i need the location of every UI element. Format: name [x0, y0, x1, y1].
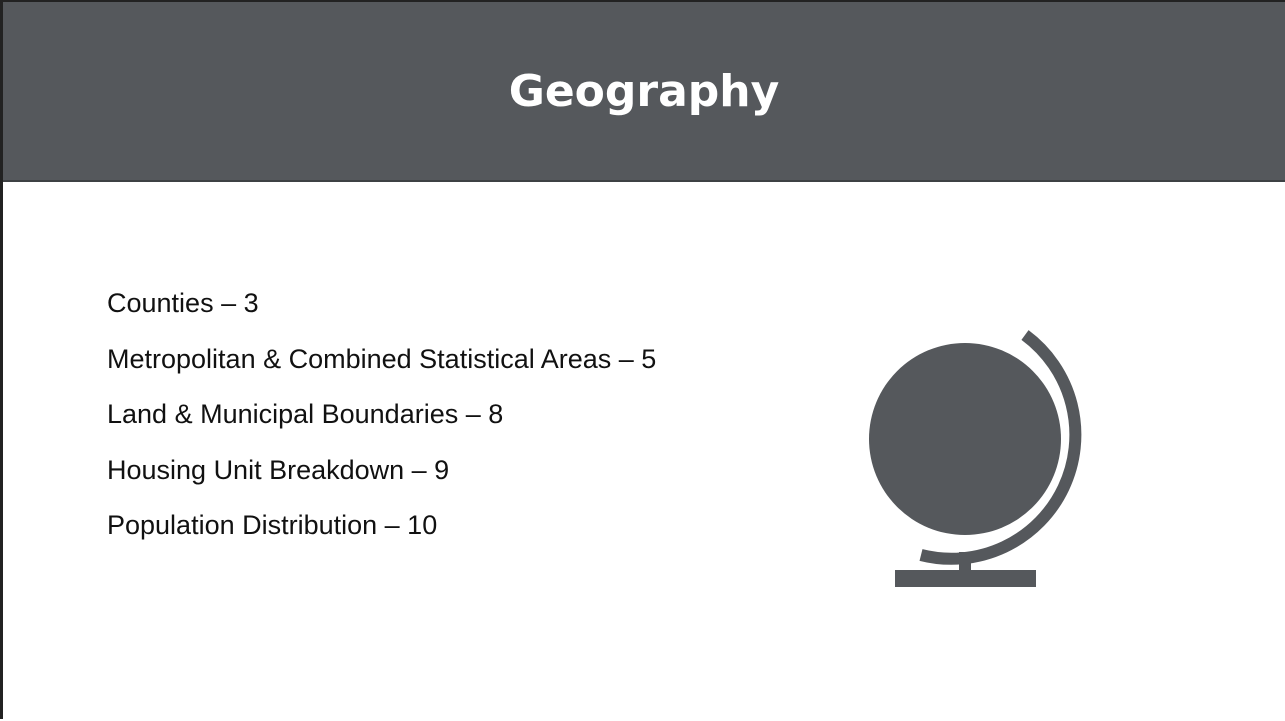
topic-item: Population Distribution – 10 — [107, 510, 438, 540]
slide-title: Geography — [508, 65, 780, 117]
header: Geography — [3, 2, 1285, 182]
topic-item: Housing Unit Breakdown – 9 — [107, 454, 450, 485]
topic-item: Counties – 3 — [107, 288, 259, 318]
topic-item: Metropolitan & Combined Statistical Area… — [107, 343, 657, 374]
globe-icon — [869, 330, 1082, 587]
globe-stem — [959, 552, 971, 574]
globe-base — [895, 570, 1036, 587]
globe-arc — [919, 330, 1082, 565]
topic-list: Counties – 3 Metropolitan & Combined Stat… — [107, 276, 656, 554]
topic-item: Land & Municipal Boundaries – 8 — [107, 399, 504, 429]
globe — [869, 343, 1061, 535]
